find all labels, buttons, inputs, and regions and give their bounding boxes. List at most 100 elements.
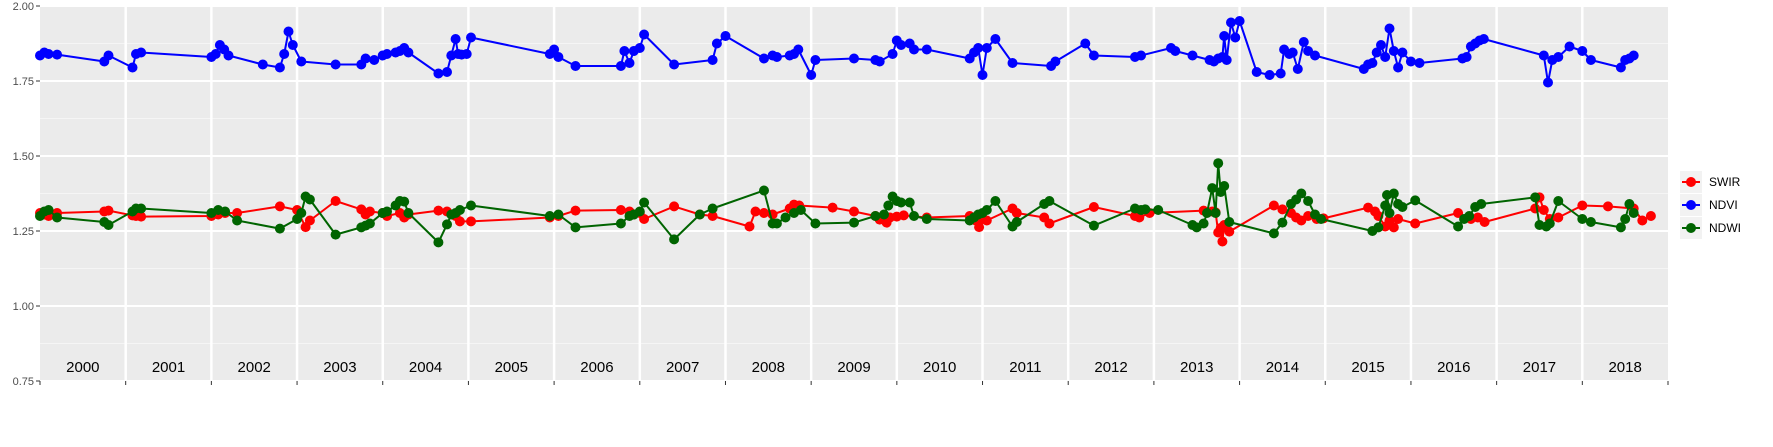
swir-point bbox=[1134, 212, 1145, 223]
ndwi-point bbox=[1624, 199, 1635, 209]
ndwi-point bbox=[274, 223, 285, 234]
year-label: 2018 bbox=[1608, 359, 1641, 376]
ndvi-point bbox=[1615, 62, 1626, 73]
year-label: 2014 bbox=[1266, 359, 1299, 376]
ndvi-point bbox=[1564, 41, 1575, 52]
ndvi-point bbox=[136, 47, 147, 58]
ndvi-point bbox=[1380, 52, 1391, 62]
y-tick-label: 1.75 bbox=[13, 76, 34, 88]
ndvi-point bbox=[1275, 68, 1286, 79]
ndwi-point bbox=[466, 200, 476, 211]
ndwi-point bbox=[759, 185, 769, 196]
ndwi-point bbox=[879, 209, 889, 220]
ndvi-point bbox=[1007, 58, 1018, 68]
ndwi-point bbox=[1384, 208, 1395, 218]
swir-point bbox=[707, 211, 718, 221]
year-label: 2003 bbox=[323, 359, 356, 376]
swir-point bbox=[433, 205, 444, 216]
ndvi-point bbox=[1543, 77, 1553, 88]
ndwi-point bbox=[1544, 218, 1555, 229]
ndwi-point bbox=[296, 208, 307, 218]
swir-point bbox=[1603, 201, 1613, 212]
legend-key-point bbox=[1686, 200, 1696, 210]
swir-point bbox=[1268, 200, 1279, 211]
ndvi-point bbox=[257, 59, 268, 70]
swir-point bbox=[1645, 211, 1656, 221]
ndwi-point bbox=[1210, 208, 1221, 218]
ndvi-point bbox=[624, 58, 635, 68]
ndwi-point bbox=[1553, 196, 1564, 206]
swir-point bbox=[1388, 222, 1399, 233]
ndvi-point bbox=[1292, 64, 1303, 74]
ndvi-point bbox=[103, 50, 114, 61]
ndvi-point bbox=[296, 56, 307, 67]
swir-point bbox=[974, 222, 985, 233]
ndvi-point bbox=[210, 49, 221, 59]
legend-label: NDWI bbox=[1709, 221, 1741, 235]
ndwi-point bbox=[669, 234, 680, 245]
ndvi-point bbox=[553, 52, 564, 62]
ndvi-point bbox=[1478, 34, 1489, 44]
ndvi-point bbox=[1376, 40, 1386, 50]
ndvi-point bbox=[461, 49, 472, 59]
ndwi-point bbox=[883, 200, 894, 211]
ndvi-point bbox=[1251, 67, 1262, 77]
ndvi-point bbox=[52, 49, 63, 60]
ndvi-point bbox=[1367, 58, 1378, 68]
ndwi-point bbox=[232, 215, 243, 226]
ndwi-point bbox=[433, 237, 444, 248]
ndwi-point bbox=[1476, 199, 1487, 209]
ndvi-point bbox=[921, 44, 932, 55]
ndwi-point bbox=[103, 220, 114, 230]
ndvi-point bbox=[1388, 46, 1399, 56]
legend-label: NDVI bbox=[1709, 198, 1738, 212]
year-label: 2015 bbox=[1351, 359, 1384, 376]
ndvi-point bbox=[1187, 50, 1198, 61]
ndvi-point bbox=[720, 31, 731, 41]
legend-item-swir: SWIR bbox=[1680, 171, 1741, 193]
ndvi-point bbox=[1553, 52, 1564, 62]
ndvi-point bbox=[1371, 47, 1382, 58]
ndvi-point bbox=[615, 61, 626, 71]
swir-point bbox=[1393, 214, 1404, 224]
ndvi-point bbox=[981, 43, 992, 53]
year-label: 2017 bbox=[1523, 359, 1556, 376]
ndwi-point bbox=[1453, 221, 1464, 232]
swir-point bbox=[1088, 202, 1099, 212]
swir-point bbox=[750, 206, 761, 217]
ndwi-point bbox=[1268, 228, 1279, 239]
ndwi-point bbox=[849, 217, 859, 228]
ndwi-point bbox=[904, 197, 915, 208]
ndvi-point bbox=[1310, 50, 1320, 61]
ndvi-point bbox=[977, 70, 988, 80]
ndvi-point bbox=[1050, 56, 1061, 67]
ndvi-point bbox=[810, 55, 821, 65]
ndvi-point bbox=[382, 49, 392, 59]
grid-layer bbox=[40, 5, 1668, 382]
ndwi-point bbox=[570, 222, 581, 233]
ndvi-point bbox=[570, 61, 581, 71]
y-tick-label: 1.00 bbox=[13, 301, 34, 313]
ndvi-point bbox=[1405, 56, 1416, 67]
ndwi-point bbox=[634, 206, 645, 217]
swir-point bbox=[274, 201, 285, 212]
ndwi-point bbox=[1303, 196, 1314, 206]
ndwi-point bbox=[1397, 202, 1408, 212]
ndwi-point bbox=[981, 205, 992, 215]
ndvi-point bbox=[223, 50, 234, 61]
ndwi-point bbox=[403, 208, 414, 218]
ndvi-point bbox=[466, 32, 476, 43]
ndvi-point bbox=[711, 38, 722, 49]
swir-point bbox=[364, 206, 375, 217]
year-label: 2011 bbox=[1009, 359, 1041, 376]
swir-point bbox=[849, 206, 859, 217]
ndvi-point bbox=[442, 67, 452, 77]
ndwi-point bbox=[1585, 217, 1596, 227]
ndvi-point bbox=[369, 55, 380, 65]
legend-label: SWIR bbox=[1709, 175, 1741, 189]
ndwi-point bbox=[382, 206, 392, 217]
ndvi-point bbox=[1414, 58, 1425, 68]
ndvi-point bbox=[549, 44, 560, 55]
